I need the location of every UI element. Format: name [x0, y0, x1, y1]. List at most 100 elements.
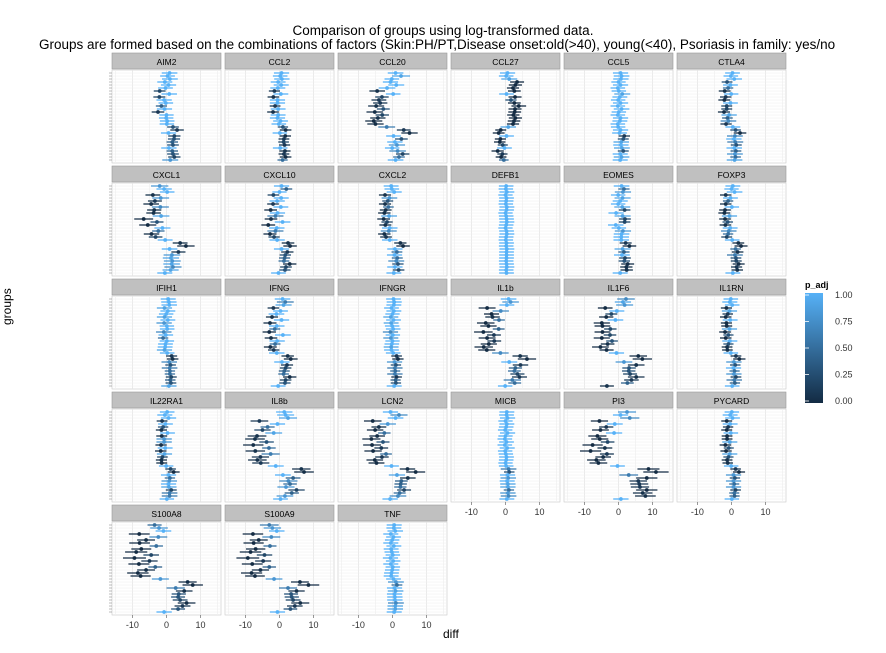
data-point	[170, 253, 174, 257]
data-point	[498, 137, 503, 141]
data-point	[498, 128, 503, 132]
data-point	[169, 256, 173, 260]
data-point	[267, 330, 272, 334]
data-point	[504, 253, 509, 257]
data-point	[167, 303, 172, 307]
data-point	[281, 140, 286, 144]
data-point	[612, 431, 616, 435]
data-point	[729, 205, 734, 209]
data-point	[621, 190, 625, 194]
data-point	[737, 357, 742, 361]
data-point	[245, 556, 250, 560]
facet-panel-il8b: IL8b	[224, 391, 335, 503]
facet-strip	[563, 278, 674, 296]
data-point	[278, 74, 283, 78]
data-point	[160, 419, 164, 423]
data-point	[723, 223, 728, 227]
data-point	[281, 333, 285, 337]
facet-panel-ifng: IFNG	[224, 278, 335, 390]
data-point	[294, 488, 299, 492]
data-point	[618, 77, 623, 81]
data-point	[504, 223, 509, 227]
data-point	[280, 297, 285, 301]
facet-panel-aim2: AIM2	[109, 52, 222, 164]
data-point	[166, 485, 171, 489]
data-point	[283, 413, 288, 417]
data-point	[615, 104, 620, 108]
data-point	[504, 425, 509, 429]
data-point	[724, 428, 729, 432]
data-point	[490, 315, 495, 319]
data-point	[166, 416, 171, 420]
facet-panel-pi3: PI3 -10 0 10	[563, 391, 674, 517]
data-point	[730, 71, 735, 75]
data-point	[382, 232, 387, 236]
data-point	[251, 532, 255, 536]
data-point	[391, 318, 396, 322]
data-point	[729, 464, 734, 468]
data-point	[614, 211, 619, 215]
data-point	[726, 199, 730, 203]
data-point	[608, 327, 613, 331]
facet-strip-label: TNF	[384, 509, 401, 519]
data-point	[401, 244, 405, 248]
data-point	[505, 431, 510, 435]
data-point	[162, 610, 167, 614]
data-point	[483, 321, 488, 325]
data-point	[156, 535, 161, 539]
data-point	[518, 363, 523, 367]
data-point	[616, 110, 621, 114]
data-point	[505, 479, 510, 483]
facet-strip	[337, 391, 448, 409]
data-point	[504, 190, 509, 194]
data-point	[504, 247, 509, 251]
facet-panel-ctla4: CTLA4	[676, 52, 787, 164]
data-point	[499, 155, 503, 159]
data-point	[636, 479, 641, 483]
data-point	[504, 410, 509, 414]
data-point	[626, 369, 631, 373]
data-point	[620, 146, 624, 150]
data-point	[504, 268, 509, 272]
data-point	[503, 384, 508, 388]
data-point	[258, 461, 263, 465]
facet-panel-pycard: PYCARD -10 0 10	[676, 391, 787, 517]
data-point	[616, 226, 621, 230]
data-point	[619, 238, 624, 242]
data-point	[728, 101, 733, 105]
data-point	[732, 190, 737, 194]
data-point	[389, 547, 394, 551]
data-point	[279, 71, 284, 75]
facet-strip	[111, 165, 222, 183]
data-point	[504, 229, 509, 233]
data-point	[722, 89, 727, 93]
data-point	[605, 342, 610, 346]
data-point	[503, 226, 508, 230]
data-point	[617, 119, 622, 123]
data-point	[730, 416, 735, 420]
data-point	[392, 595, 397, 599]
data-point	[391, 577, 396, 581]
data-point	[271, 306, 276, 310]
data-point	[503, 461, 508, 465]
data-point	[525, 357, 529, 361]
data-point	[383, 208, 388, 212]
data-point	[165, 431, 170, 435]
data-point	[513, 366, 518, 370]
data-point	[149, 202, 154, 206]
data-point	[389, 306, 394, 310]
data-point	[598, 428, 603, 432]
data-point	[171, 152, 175, 156]
data-point	[396, 268, 401, 272]
data-point	[172, 137, 176, 141]
data-point	[172, 134, 177, 138]
data-point	[298, 601, 303, 605]
data-point	[385, 199, 390, 203]
facet-panel-il1f6: IL1F6	[563, 278, 674, 390]
data-point	[727, 113, 732, 117]
data-point	[610, 339, 614, 343]
data-point	[156, 229, 161, 233]
data-point	[269, 217, 273, 221]
data-point	[734, 143, 739, 147]
data-point	[393, 607, 398, 611]
